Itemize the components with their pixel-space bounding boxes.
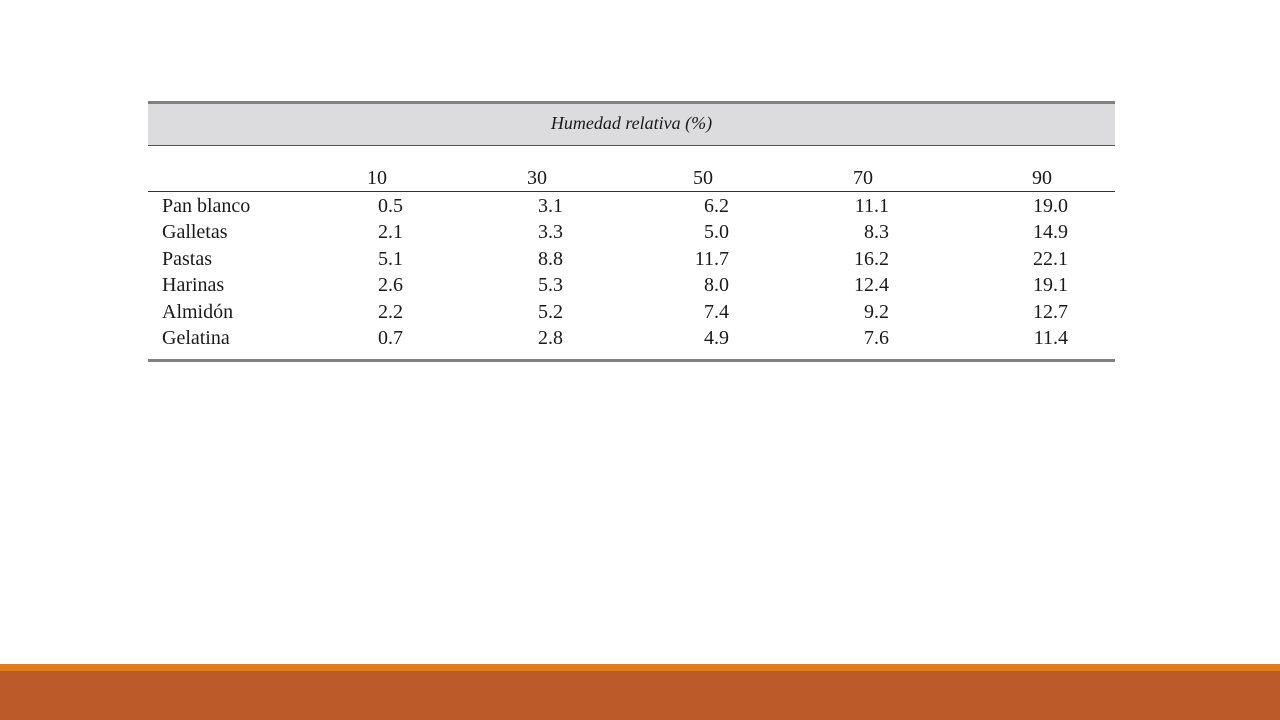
accent-bar <box>0 664 1280 671</box>
column-header: 50 <box>693 167 713 189</box>
row-label: Galletas <box>162 221 228 244</box>
cell-value: 22.1 <box>1033 247 1068 270</box>
table-title: Humedad relativa (%) <box>550 113 713 133</box>
cell-value: 12.4 <box>854 274 889 297</box>
cell-value: 8.0 <box>704 274 729 297</box>
cell-value: 19.0 <box>1033 195 1068 217</box>
cell-value: 11.1 <box>854 195 889 217</box>
cell-value: 7.6 <box>864 327 889 349</box>
bottom-rule <box>148 359 1115 362</box>
header-band <box>148 104 1115 145</box>
cell-value: 2.6 <box>378 274 403 297</box>
top-rule <box>148 101 1115 104</box>
cell-value: 0.5 <box>378 195 403 217</box>
cell-value: 12.7 <box>1033 300 1068 323</box>
cell-value: 7.4 <box>704 300 729 323</box>
cell-value: 11.4 <box>1033 327 1068 349</box>
cell-value: 14.9 <box>1033 221 1068 244</box>
cell-value: 8.8 <box>538 247 563 270</box>
cell-value: 2.2 <box>378 300 403 323</box>
cell-value: 9.2 <box>864 300 889 323</box>
cell-value: 5.3 <box>538 274 563 297</box>
cell-value: 11.7 <box>694 247 729 270</box>
column-header: 70 <box>853 167 873 189</box>
cell-value: 16.2 <box>854 247 889 270</box>
column-header: 10 <box>367 167 387 189</box>
row-label: Pan blanco <box>162 195 251 217</box>
column-header: 30 <box>527 167 547 189</box>
cell-value: 3.3 <box>538 221 563 244</box>
row-label: Pastas <box>162 247 212 270</box>
cell-value: 5.2 <box>538 300 563 323</box>
cell-value: 6.2 <box>704 195 729 217</box>
row-label: Gelatina <box>162 327 230 349</box>
footer-bar <box>0 671 1280 720</box>
cell-value: 8.3 <box>864 221 889 244</box>
cell-value: 2.1 <box>378 221 403 244</box>
row-label: Almidón <box>162 300 234 323</box>
cell-value: 3.1 <box>538 195 563 217</box>
row-label: Harinas <box>162 274 225 297</box>
column-header: 90 <box>1032 167 1052 189</box>
cell-value: 2.8 <box>538 327 563 349</box>
cell-value: 4.9 <box>704 327 729 349</box>
cell-value: 0.7 <box>378 327 403 349</box>
cell-value: 19.1 <box>1033 274 1068 297</box>
column-rule <box>148 191 1115 192</box>
cell-value: 5.1 <box>378 247 403 270</box>
cell-value: 5.0 <box>704 221 729 244</box>
header-rule <box>148 145 1115 146</box>
